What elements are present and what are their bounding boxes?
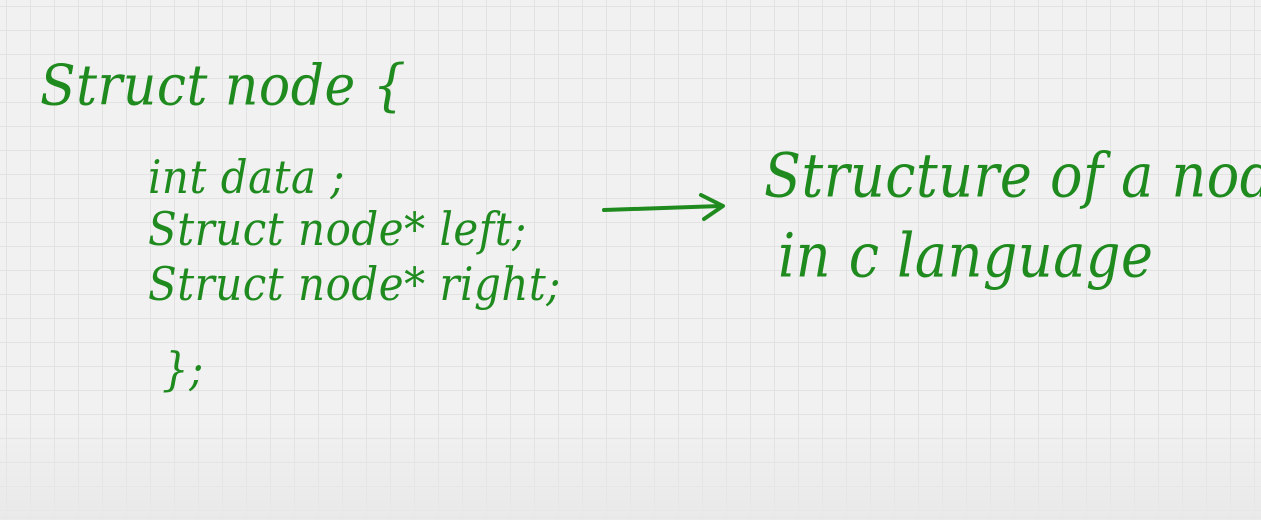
code-line-int-data: int data ; bbox=[148, 150, 346, 204]
code-line-closing-brace: }; bbox=[162, 342, 204, 396]
annotation-line-1: Structure of a node bbox=[764, 140, 1261, 211]
code-line-left-pointer: Struct node* left; bbox=[148, 202, 527, 256]
code-line-right-pointer: Struct node* right; bbox=[148, 257, 561, 311]
annotation-line-2: in c language bbox=[778, 220, 1154, 291]
code-line-struct-header: Struct node { bbox=[40, 53, 407, 119]
arrow-right-icon bbox=[602, 193, 725, 221]
